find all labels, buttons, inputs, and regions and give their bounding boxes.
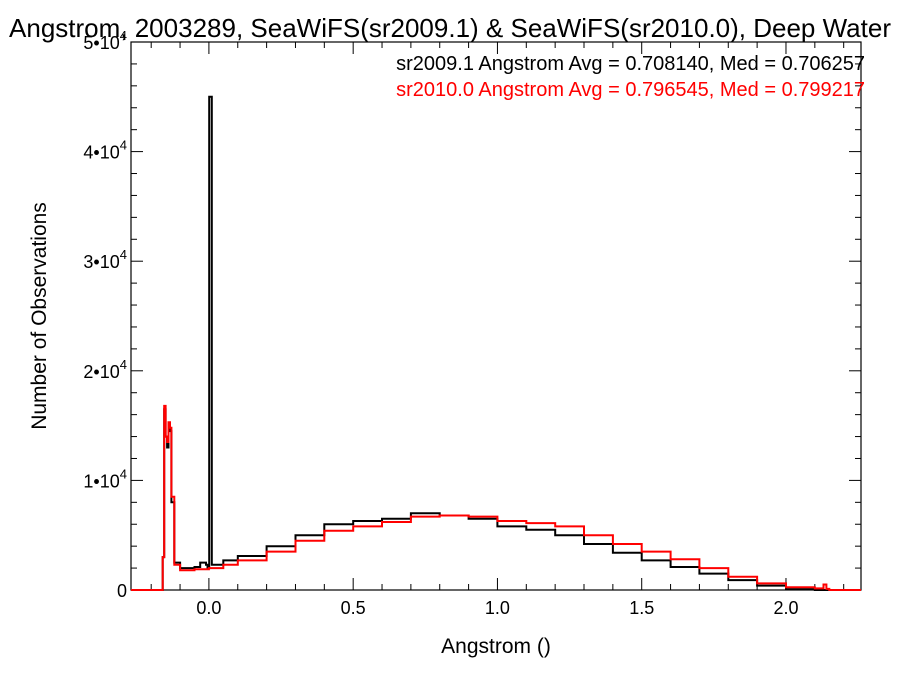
y-tick-label: 4•104: [83, 138, 127, 163]
series-lines: [131, 95, 861, 591]
series-line-0: [131, 95, 861, 591]
chart-title: Angstrom, 2003289, SeaWiFS(sr2009.1) & S…: [9, 13, 891, 43]
y-tick-mantissa: 4•10: [83, 143, 119, 163]
x-tick-label: 0.5: [341, 598, 366, 618]
y-tick-label: 0: [117, 581, 127, 601]
x-tick-label: 1.0: [485, 598, 510, 618]
x-axis-label: Angstrom (): [441, 635, 551, 658]
y-tick-label: 1•104: [83, 466, 127, 491]
x-tick-label: 1.5: [629, 598, 654, 618]
y-tick-mantissa: 0: [117, 581, 127, 601]
x-tick-label: 0.0: [196, 598, 221, 618]
y-tick-label: 2•104: [83, 357, 127, 382]
y-tick-exponent: 4: [120, 466, 127, 481]
plot-frame: [130, 41, 862, 591]
y-tick-exponent: 4: [120, 357, 127, 372]
y-axis-label: Number of Observations: [28, 202, 51, 430]
y-tick-exponent: 4: [120, 28, 127, 43]
y-tick-mantissa: 5•10: [83, 33, 119, 53]
y-tick-mantissa: 1•10: [83, 471, 119, 491]
legend-entry-sr2010-0: sr2010.0 Angstrom Avg = 0.796545, Med = …: [396, 79, 865, 101]
y-tick-mantissa: 3•10: [83, 252, 119, 272]
y-tick-label: 5•104: [83, 28, 127, 53]
x-axis-ticks: 0.0 0.5 1.0 1.5 2.0: [150, 42, 845, 618]
series-line-1: [131, 404, 861, 591]
x-tick-label: 2.0: [773, 598, 798, 618]
legend-entry-sr2009-1: sr2009.1 Angstrom Avg = 0.708140, Med = …: [396, 53, 865, 75]
y-tick-mantissa: 2•10: [83, 362, 119, 382]
y-tick-exponent: 4: [120, 247, 127, 262]
y-tick-label: 3•104: [83, 247, 127, 272]
y-tick-exponent: 4: [120, 138, 127, 153]
